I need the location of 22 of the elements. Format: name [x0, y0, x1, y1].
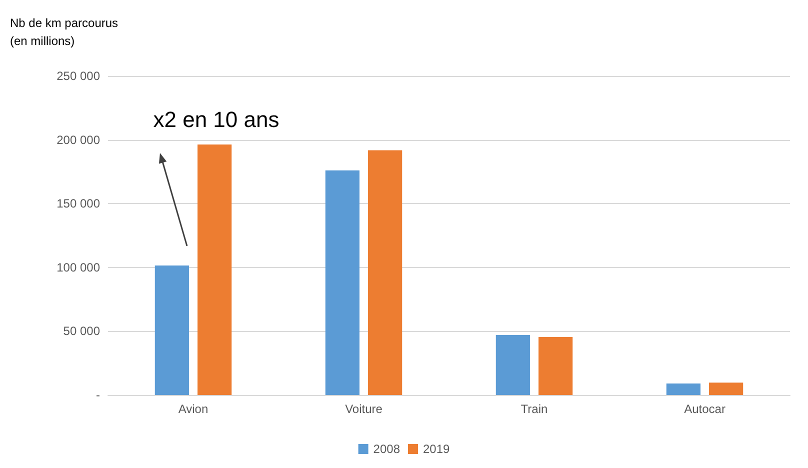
y-tick-label: 250 000	[56, 69, 100, 83]
annotation: x2 en 10 ans	[153, 107, 280, 132]
y-tick-label: 200 000	[56, 132, 100, 147]
x-tick-label: Voiture	[345, 402, 383, 416]
x-tick-label: Train	[520, 402, 548, 416]
y-tick-label: 150 000	[56, 196, 100, 211]
bar	[368, 150, 402, 395]
bar	[154, 265, 189, 395]
y-tick-label: -	[96, 388, 100, 402]
x-tick-label: Autocar	[684, 402, 726, 416]
y-tick-label: 100 000	[56, 260, 100, 274]
x-tick-label: Avion	[178, 402, 208, 416]
y-axis-title: Nb de km parcourus (en millions)	[10, 16, 118, 48]
legend-label: 2019	[423, 442, 450, 456]
bar	[198, 144, 232, 395]
legend-label: 2008	[373, 442, 400, 456]
bar	[496, 335, 530, 395]
bar	[538, 336, 573, 395]
bar	[325, 170, 360, 395]
bar	[709, 382, 744, 395]
bar	[666, 384, 700, 395]
y-tick-label: 50 000	[63, 324, 100, 338]
